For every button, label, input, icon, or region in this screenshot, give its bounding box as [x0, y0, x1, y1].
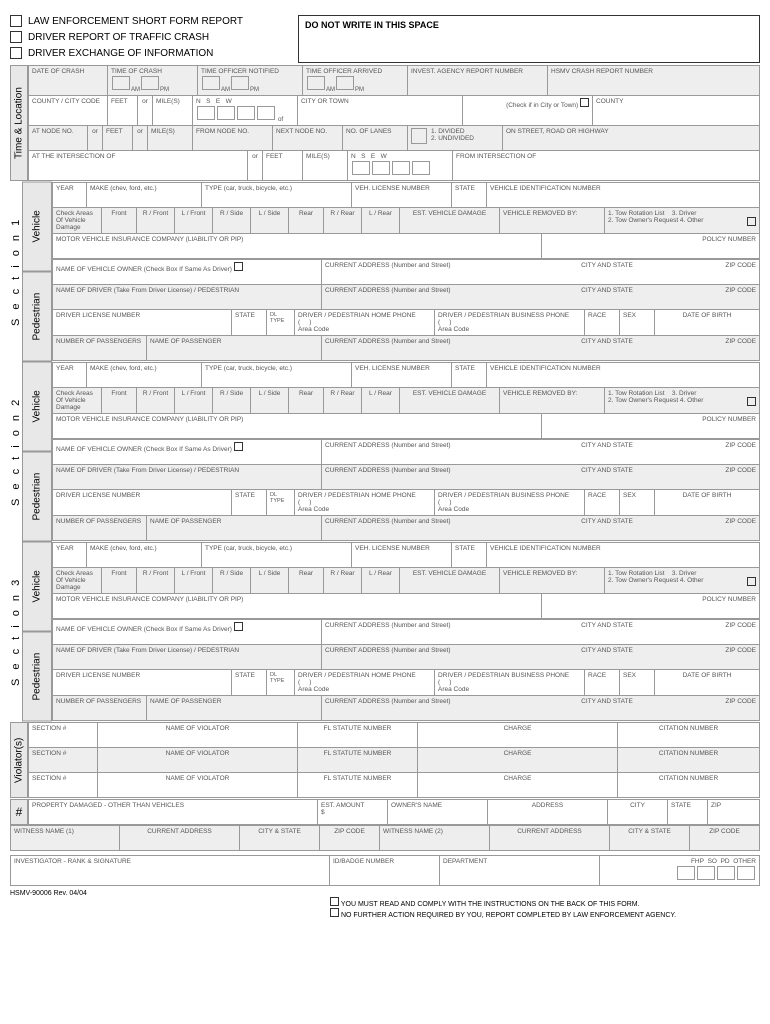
law-enforcement-check: LAW ENFORCEMENT SHORT FORM REPORT	[10, 15, 290, 27]
vehicle-label: Vehicle	[22, 362, 52, 452]
pedestrian-label: Pedestrian	[22, 632, 52, 722]
pedestrian-label: Pedestrian	[22, 272, 52, 362]
vehicle-label: Vehicle	[22, 542, 52, 632]
vehicle-label: Vehicle	[22, 182, 52, 272]
form-revision: HSMV-90006 Rev. 04/04	[10, 890, 87, 897]
time-location-label: Time & Location	[10, 65, 28, 181]
driver-report-check: DRIVER REPORT OF TRAFFIC CRASH	[10, 31, 290, 43]
do-not-write-box: DO NOT WRITE IN THIS SPACE	[298, 15, 760, 63]
section-1-label: S e c t i o n 1	[10, 182, 22, 361]
section-3-label: S e c t i o n 3	[10, 542, 22, 721]
driver-exchange-check: DRIVER EXCHANGE OF INFORMATION	[10, 47, 290, 59]
pedestrian-label: Pedestrian	[22, 452, 52, 542]
violators-label: Violator(s)	[10, 722, 28, 798]
section-2-label: S e c t i o n 2	[10, 362, 22, 541]
